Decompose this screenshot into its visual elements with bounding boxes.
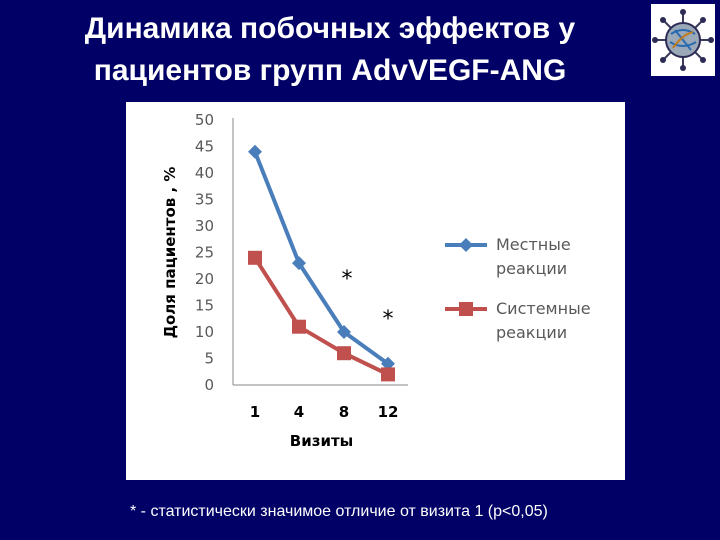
- significance-asterisk: *: [342, 267, 353, 292]
- slide-title-line-2: пациентов групп AdvVEGF-ANG: [93, 54, 567, 87]
- series-2: [248, 250, 395, 382]
- slide-title: Динамика побочных эффектов у пациентов г…: [20, 8, 640, 92]
- y-tick-label: 35: [195, 191, 214, 209]
- legend-entry-2: Системные реакции: [445, 299, 591, 342]
- y-tick-label: 30: [195, 217, 214, 235]
- line-chart: Доля пациентов , % Визиты 0 5 10 15 20 25 30 35…: [161, 111, 591, 450]
- y-tick-label: 25: [195, 244, 214, 262]
- y-axis: 0 5 10 15 20 25 30 35 40 45 50: [195, 111, 234, 394]
- data-point: [381, 367, 395, 382]
- data-point: [248, 250, 262, 265]
- x-tick-label: 4: [294, 403, 304, 421]
- y-tick-label: 50: [195, 111, 214, 129]
- legend-label: Местные: [496, 235, 571, 254]
- y-tick-label: 10: [195, 323, 214, 341]
- data-point: [292, 256, 306, 271]
- logo: [651, 4, 715, 76]
- y-axis-title: Доля пациентов , %: [161, 167, 179, 339]
- data-point: [337, 346, 351, 361]
- significance-annotations: **: [342, 267, 394, 332]
- y-tick-label: 0: [204, 376, 214, 394]
- data-point: [381, 356, 395, 371]
- series-group: [248, 144, 395, 382]
- slide-title-line-1: Динамика побочных эффектов у: [84, 12, 576, 45]
- data-point: [248, 144, 262, 159]
- x-tick-label: 8: [339, 403, 349, 421]
- legend-label: Системные: [496, 299, 591, 318]
- series-line: [253, 151, 390, 366]
- legend-label: реакции: [496, 259, 567, 278]
- x-axis-title: Визиты: [290, 432, 353, 450]
- y-axis-title-group: Доля пациентов , %: [161, 167, 179, 339]
- y-tick-label: 15: [195, 297, 214, 315]
- y-tick-label: 40: [195, 164, 214, 182]
- virus-logo-icon: [652, 9, 714, 71]
- x-tick-label: 1: [250, 403, 260, 421]
- y-tick-label: 45: [195, 138, 214, 156]
- y-tick-label: 5: [204, 350, 214, 368]
- legend-marker: [459, 238, 473, 252]
- x-axis: 1 4 8 12: [233, 384, 408, 421]
- legend-entry-1: Местные реакции: [445, 235, 571, 278]
- series-1: [248, 144, 395, 371]
- significance-asterisk: *: [383, 307, 394, 332]
- legend-marker: [459, 302, 473, 316]
- footnote: * - статистически значимое отличие от ви…: [130, 503, 548, 520]
- chart-area: Доля пациентов , % Визиты 0 5 10 15 20 25 30 35…: [126, 102, 625, 480]
- y-tick-label: 20: [195, 270, 214, 288]
- data-point: [292, 319, 306, 334]
- series-line: [253, 256, 389, 377]
- legend: Местные реакции Системные реакции: [445, 235, 591, 342]
- x-tick-label: 12: [378, 403, 399, 421]
- legend-label: реакции: [496, 323, 567, 342]
- data-point: [337, 325, 351, 339]
